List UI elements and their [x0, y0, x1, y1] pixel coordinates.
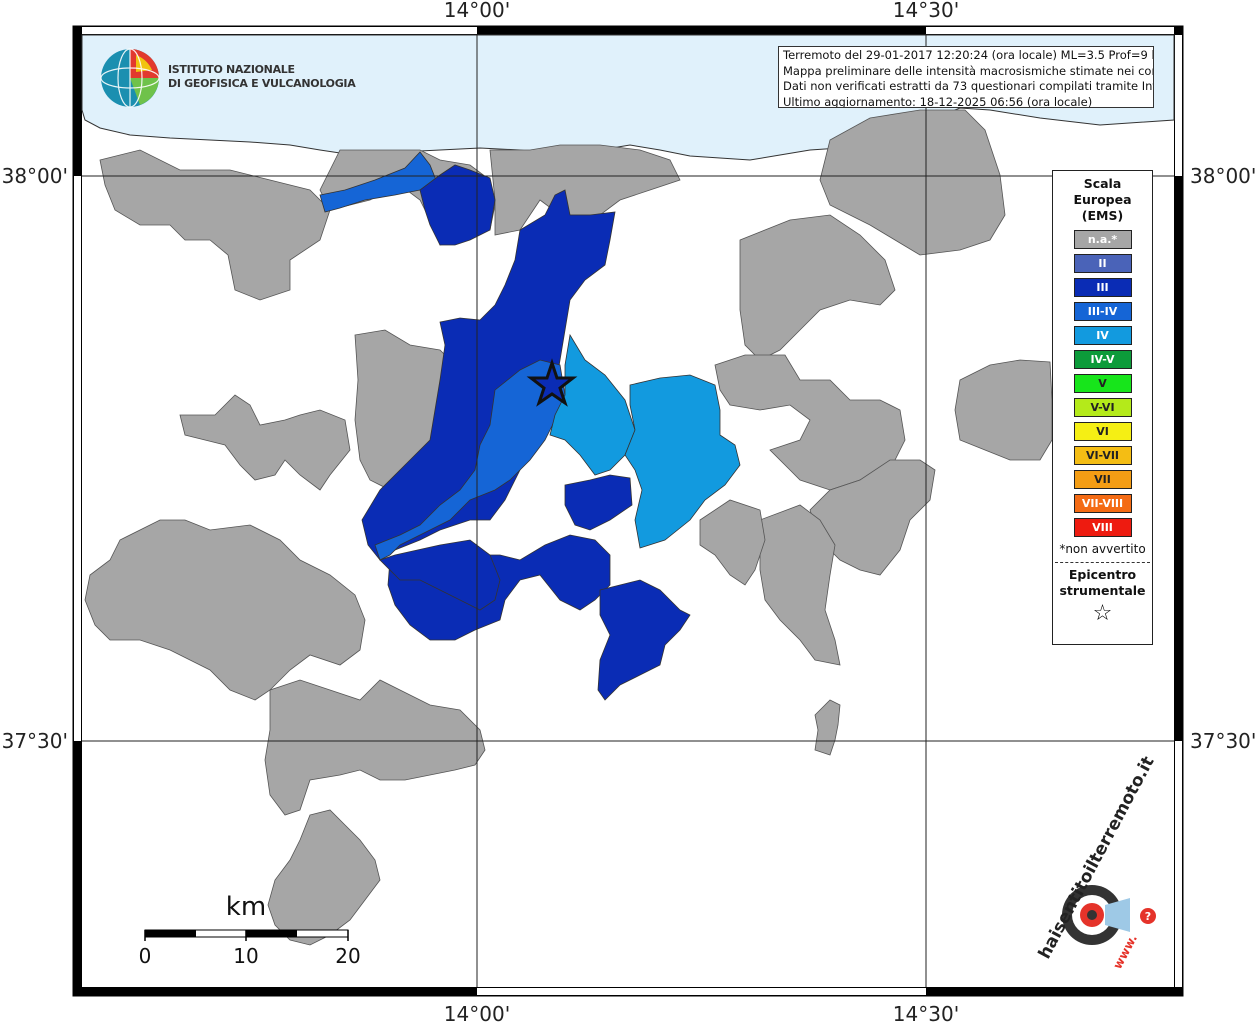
event-info-box: Terremoto del 29-01-2017 12:20:24 (ora l… [778, 46, 1154, 108]
legend: Scala Europea (EMS) n.a.* II III III-IV IV IV… [1052, 170, 1153, 645]
frame-border-right [1174, 26, 1183, 996]
ingv-logo-text: ISTITUTO NAZIONALE DI GEOFISICA E VULCAN… [168, 63, 356, 91]
legend-title-line3: (EMS) [1081, 208, 1124, 223]
scale-tick-20: 20 [335, 944, 360, 968]
legend-title: Scala Europea (EMS) [1053, 176, 1152, 224]
legend-epicenter-line2: strumentale [1059, 583, 1146, 598]
coord-bottom-left: 14°00' [444, 1002, 510, 1024]
legend-item: VI-VII [1073, 446, 1132, 465]
svg-text:?: ? [1145, 910, 1151, 923]
legend-item: VII [1073, 470, 1132, 489]
scale-bar [144, 929, 349, 941]
legend-separator [1055, 562, 1150, 563]
coord-right-upper: 38°00' [1190, 164, 1255, 188]
graticule [82, 35, 1174, 987]
legend-item: n.a.* [1073, 230, 1132, 249]
municipalities-intensity [319, 151, 741, 701]
scale-unit: km [226, 892, 266, 922]
legend-item: III-IV [1073, 302, 1132, 321]
legend-item: VIII [1073, 518, 1132, 537]
ingv-logo-icon [100, 48, 160, 108]
legend-note: *non avvertito [1059, 542, 1146, 556]
legend-epicenter-line1: Epicentro [1068, 567, 1137, 582]
legend-item: III [1073, 278, 1132, 297]
coord-right-lower: 37°30' [1190, 729, 1255, 753]
scale-tick-0: 0 [139, 944, 152, 968]
legend-item: II [1073, 254, 1132, 273]
logo-line2: DI GEOFISICA E VULCANOLOGIA [168, 77, 356, 90]
star-icon: ☆ [1092, 601, 1113, 626]
legend-item: IV-V [1073, 350, 1132, 369]
legend-item: V [1073, 374, 1132, 393]
legend-title-line2: Europea [1073, 192, 1132, 207]
info-line1: Terremoto del 29-01-2017 12:20:24 (ora l… [783, 48, 1154, 62]
logo-line1: ISTITUTO NAZIONALE [168, 63, 295, 76]
legend-epicenter-label: Epicentro strumentale [1053, 567, 1152, 599]
coord-top-left: 14°00' [444, 0, 510, 22]
info-line2: Mappa preliminare delle intensità macros… [783, 63, 1154, 78]
coord-left-lower: 37°30' [2, 729, 68, 753]
legend-item: V-VI [1073, 398, 1132, 417]
legend-items: n.a.* II III III-IV IV IV-V V V-VI VI VI-VII VII VI… [1053, 230, 1152, 537]
scale-tick-10: 10 [233, 944, 258, 968]
info-line4: Ultimo aggiornamento: 18-12-2025 06:56 (… [783, 94, 1093, 108]
legend-item: VI [1073, 422, 1132, 441]
info-line3: Dati non verificati estratti da 73 quest… [783, 79, 1154, 93]
epicenter-star [526, 358, 578, 407]
map-area [81, 34, 1175, 987]
frame-border-top [73, 26, 1183, 35]
coord-top-right: 14°30' [893, 0, 959, 22]
legend-title-line1: Scala [1083, 176, 1122, 191]
legend-item: VII-VIII [1073, 494, 1132, 513]
legend-item: IV [1073, 326, 1132, 345]
coord-bottom-right: 14°30' [893, 1002, 959, 1024]
coord-left-upper: 38°00' [2, 164, 68, 188]
